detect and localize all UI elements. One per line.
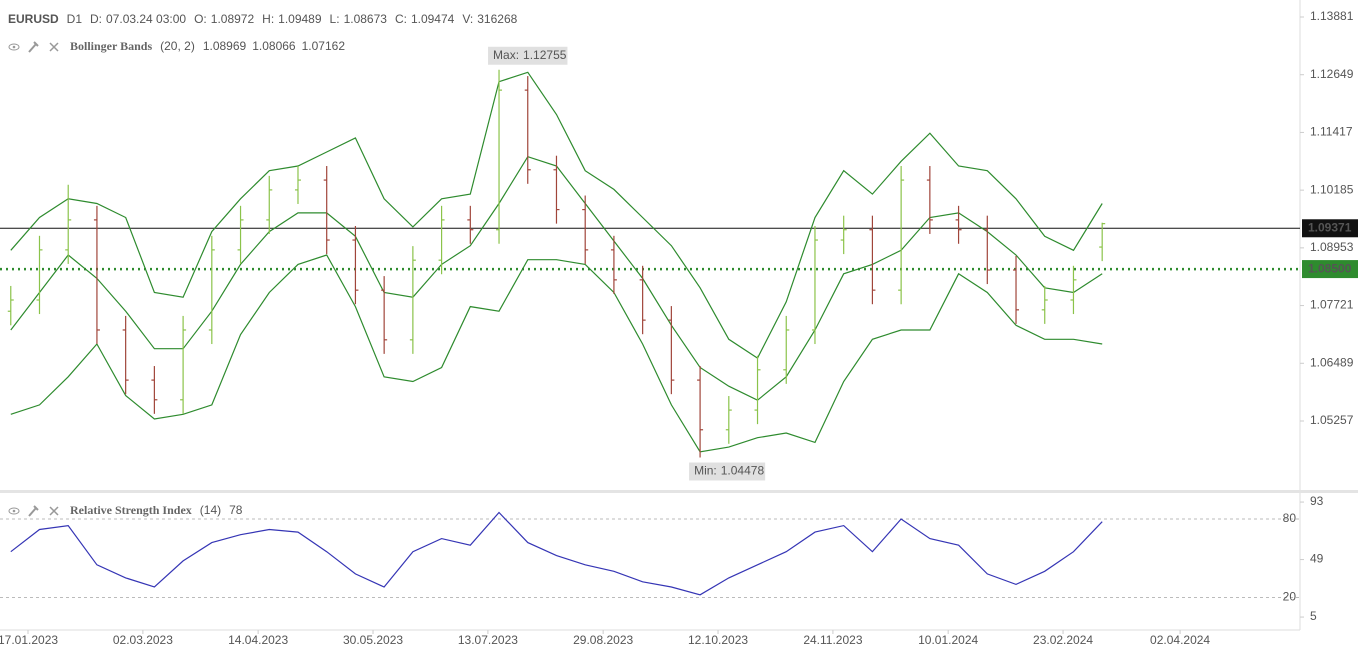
- timeframe: D1: [67, 12, 83, 26]
- level-label: 20: [1283, 590, 1297, 604]
- x-tick-label: 24.11.2023: [803, 633, 862, 647]
- x-tick-label: 30.05.2023: [343, 633, 403, 647]
- wrench-icon[interactable]: [28, 505, 39, 517]
- y-tick-label: 5: [1310, 609, 1317, 623]
- y-tick-label: 1.08953: [1310, 240, 1354, 254]
- y-tick-label: 1.06489: [1310, 355, 1354, 369]
- x-tick-label: 13.07.2023: [458, 633, 518, 647]
- y-tick-label: 1.07721: [1310, 298, 1354, 312]
- max-box: [488, 46, 568, 65]
- indicator-value: 1.08969: [203, 39, 247, 53]
- x-tick-label: 29.08.2023: [573, 633, 633, 647]
- eye-pupil: [12, 509, 16, 513]
- max-label: Max: 1.12755: [493, 48, 567, 62]
- eye-icon[interactable]: [8, 507, 20, 515]
- y-tick-label: 1.11417: [1310, 125, 1353, 139]
- x-tick-label: 23.02.2024: [1033, 633, 1093, 647]
- level-label: 80: [1283, 511, 1297, 525]
- y-tick-label: 1.12649: [1310, 67, 1354, 81]
- field-label: D:: [90, 12, 102, 26]
- field-label: H:: [262, 12, 274, 26]
- x-tick-label: 02.03.2023: [113, 633, 173, 647]
- wrench-icon[interactable]: [28, 41, 39, 53]
- field-value: 07.03.24 03:00: [106, 12, 186, 26]
- indicator-params: (20, 2): [160, 39, 195, 53]
- last-price-box: [1302, 219, 1358, 238]
- field-value: 1.09474: [411, 12, 455, 26]
- indicator-name: Bollinger Bands: [70, 39, 152, 53]
- x-tick-label: 12.10.2023: [688, 633, 748, 647]
- x-tick-label: 02.04.2024: [1150, 633, 1210, 647]
- y-tick-label: 1.13881: [1310, 9, 1354, 23]
- field-label: V:: [462, 12, 473, 26]
- indicator-value: 78: [229, 503, 243, 517]
- symbol: EURUSD: [8, 12, 59, 26]
- min-label-text: Min:: [694, 464, 717, 478]
- max-label-text: Max:: [493, 48, 519, 62]
- field-value: 1.08673: [344, 12, 388, 26]
- indicator-icons[interactable]: [8, 41, 59, 53]
- band-line: [10, 71, 1103, 359]
- x-tick-label: 17.01.2023: [0, 633, 58, 647]
- x-tick-label: 10.01.2024: [918, 633, 978, 647]
- field-label: O:: [194, 12, 207, 26]
- y-tick-label: 93: [1310, 494, 1324, 508]
- field-label: L:: [330, 12, 340, 26]
- y-tick-label: 1.10185: [1310, 182, 1354, 196]
- y-tick-label: 49: [1310, 552, 1324, 566]
- eye-icon[interactable]: [8, 43, 20, 51]
- indicator-value: 1.08066: [252, 39, 296, 53]
- max-value: 1.12755: [523, 48, 567, 62]
- close-icon[interactable]: [49, 506, 59, 516]
- rsi-line: [10, 511, 1103, 596]
- indicator-icons[interactable]: [8, 505, 59, 517]
- min-box: [689, 462, 766, 481]
- x-tick-label: 14.04.2023: [228, 633, 288, 647]
- band-line: [10, 254, 1103, 453]
- level-label: 1.08500: [1308, 261, 1352, 275]
- indicator-params: (14): [200, 503, 221, 517]
- level-box: [1302, 260, 1358, 279]
- min-value: 1.04478: [721, 464, 765, 478]
- y-tick-label: 1.05257: [1310, 413, 1354, 427]
- field-value: 1.09489: [278, 12, 322, 26]
- last-price-label: 1.09371: [1308, 220, 1352, 234]
- eye-pupil: [12, 45, 16, 49]
- field-label: C:: [395, 12, 407, 26]
- field-value: 1.08972: [211, 12, 255, 26]
- close-icon[interactable]: [49, 42, 59, 52]
- indicator-value: 1.07162: [302, 39, 346, 53]
- min-label: Min: 1.04478: [694, 464, 764, 478]
- field-value: 316268: [477, 12, 517, 26]
- indicator-name: Relative Strength Index: [70, 503, 192, 517]
- panel-separator: [0, 490, 1358, 493]
